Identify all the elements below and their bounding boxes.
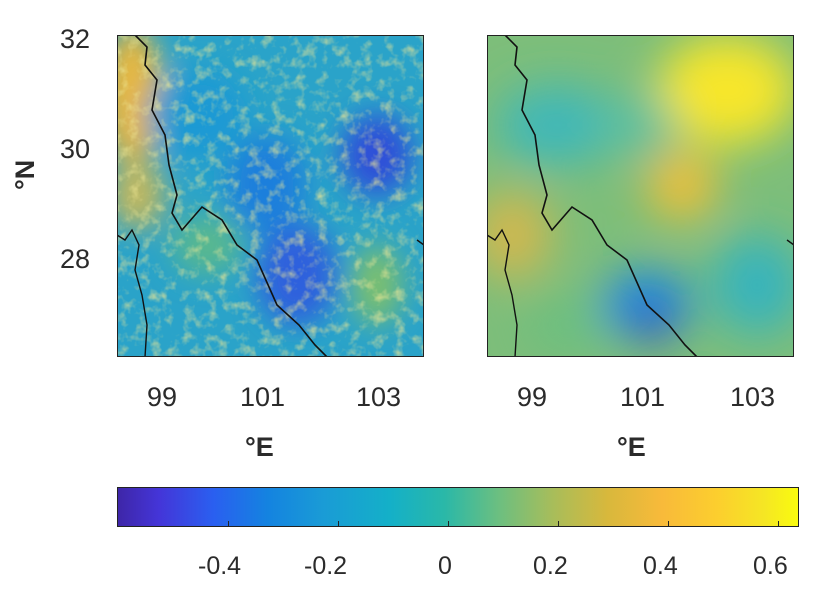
- x-tick-label: 101: [620, 382, 666, 412]
- colorbar-tick-label: -0.2: [304, 552, 348, 580]
- right-map-panel: [487, 35, 794, 357]
- x-axis-label: °E: [617, 432, 646, 462]
- colorbar-tick-label: 0.4: [643, 552, 678, 580]
- right-map-field: [487, 35, 794, 357]
- x-tick-label: 99: [517, 382, 548, 412]
- x-axis-label: °E: [245, 432, 274, 462]
- colorbar-tick-label: 0: [438, 552, 452, 580]
- colorbar-tick-label: 0.6: [753, 552, 788, 580]
- colorbar-tick-label: -0.4: [198, 552, 242, 580]
- y-axis-label: °N: [10, 159, 40, 190]
- colorbar-tick-mark: [668, 521, 669, 527]
- colorbar-tick-mark: [448, 521, 449, 527]
- colorbar-tick-mark: [338, 521, 339, 527]
- x-tick-label: 99: [147, 382, 178, 412]
- y-tick-label: 32: [60, 24, 91, 54]
- colorbar-tick-mark: [228, 521, 229, 527]
- y-tick-label: 30: [60, 134, 91, 164]
- colorbar-tick-label: 0.2: [533, 552, 568, 580]
- left-map-field: [117, 35, 424, 357]
- left-map-panel: [117, 35, 424, 357]
- colorbar-tick-mark: [558, 521, 559, 527]
- colorbar: [117, 487, 799, 527]
- x-tick-label: 103: [356, 382, 402, 412]
- y-tick-label: 28: [60, 244, 91, 274]
- x-tick-label: 103: [730, 382, 776, 412]
- x-tick-label: 101: [240, 382, 286, 412]
- colorbar-tick-mark: [778, 521, 779, 527]
